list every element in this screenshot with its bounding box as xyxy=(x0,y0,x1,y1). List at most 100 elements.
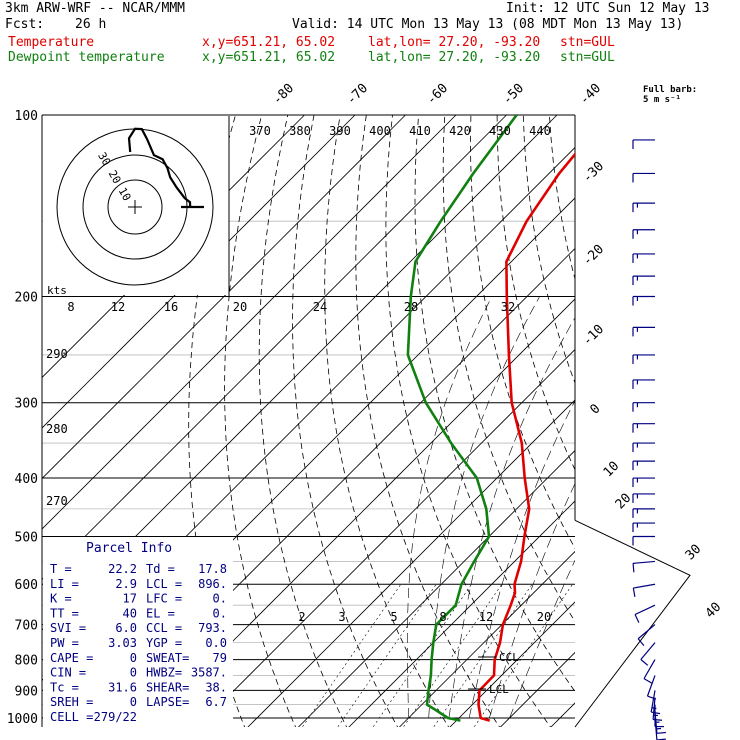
parcel-value: 0.0 xyxy=(205,636,227,650)
parcel-value: 0 xyxy=(130,695,137,709)
parcel-value: 2.9 xyxy=(115,577,137,591)
temperature-trace xyxy=(477,152,575,722)
init-time: Init: 12 UTC Sun 12 May 13 xyxy=(506,1,710,16)
wind-barb xyxy=(632,423,655,433)
parcel-label: EL = xyxy=(146,606,175,620)
wind-barb xyxy=(634,604,656,623)
wind-barb xyxy=(643,659,656,684)
wind-barb xyxy=(632,477,655,488)
hodo-ring-label: 20 xyxy=(106,168,124,186)
parcel-label: Td = xyxy=(146,562,175,576)
dewpoint-latlon: lat,lon= 27.20, -93.20 xyxy=(368,50,541,65)
theta-label: 390 xyxy=(329,124,351,138)
parcel-value: 0 xyxy=(130,651,137,665)
wind-barb xyxy=(632,354,655,364)
parcel-info-title: Parcel Info xyxy=(86,541,172,556)
parcel-label: SWEAT= xyxy=(146,651,189,665)
wind-barb xyxy=(632,229,655,239)
mixing-ratio-label: 8 xyxy=(439,610,446,624)
parcel-label: YGP = xyxy=(146,636,182,650)
isotherm-label: -50 xyxy=(500,81,527,108)
wind-barb xyxy=(632,442,655,453)
wind-barb xyxy=(640,642,656,666)
parcel-value: 31.6 xyxy=(108,680,137,694)
parcel-label: LI = xyxy=(50,577,79,591)
forecast-hours: 26 h xyxy=(75,17,107,32)
hodo-speed-label: 8 xyxy=(67,300,74,314)
parcel-value: 3587. xyxy=(191,666,227,680)
isotherm-label: -20 xyxy=(580,242,607,269)
parcel-value: 0 xyxy=(130,666,137,680)
mixing-ratio-label: 3 xyxy=(338,610,345,624)
theta-label: 420 xyxy=(449,124,471,138)
isotherm-label: -80 xyxy=(270,81,297,108)
hodo-unit: kts xyxy=(47,284,67,297)
theta-label: 430 xyxy=(489,124,511,138)
parcel-value: 17 xyxy=(123,592,137,606)
theta-label: 270 xyxy=(46,494,68,508)
parcel-value: 0. xyxy=(213,592,227,606)
pressure-tick-800: 800 xyxy=(15,654,38,669)
mixing-ratio-label: 5 xyxy=(390,610,397,624)
hodo-speed-label: 12 xyxy=(111,300,125,314)
wind-barb xyxy=(632,460,655,471)
wind-barb xyxy=(632,326,655,337)
forecast-label: Fcst: xyxy=(5,17,45,32)
parcel-value: 6.0 xyxy=(115,621,137,635)
parcel-value: 3.03 xyxy=(108,636,137,650)
grid-lines xyxy=(42,115,575,727)
wind-barb xyxy=(632,402,655,412)
wind-barb xyxy=(632,295,655,306)
dewpoint-xy: x,y=651.21, 65.02 xyxy=(202,50,336,65)
isotherm-label: 40 xyxy=(703,600,725,622)
ccl-marker: CCL xyxy=(499,651,519,664)
isotherm-label: 20 xyxy=(613,491,635,513)
lcl-ccl-markers: CCL LCL xyxy=(468,651,519,696)
pressure-tick-100: 100 xyxy=(15,109,38,124)
isotherm-label: -10 xyxy=(580,322,607,349)
theta-label: 380 xyxy=(289,124,311,138)
dewpoint-trace xyxy=(406,115,518,722)
pressure-tick-900: 900 xyxy=(15,684,38,699)
temperature-xy: x,y=651.21, 65.02 xyxy=(202,35,336,50)
parcel-label: LCL = xyxy=(146,577,182,591)
theta-label: 280 xyxy=(46,422,68,436)
dewpoint-legend: Dewpoint temperature xyxy=(8,50,165,65)
pressure-tick-700: 700 xyxy=(15,619,38,634)
hodo-speed-label: 20 xyxy=(233,300,247,314)
theta-label: 370 xyxy=(249,124,271,138)
temperature-latlon: lat,lon= 27.20, -93.20 xyxy=(368,35,541,50)
hodo-ring xyxy=(107,179,163,235)
parcel-label: LFC = xyxy=(146,592,182,606)
parcel-label: CCL = xyxy=(146,621,182,635)
parcel-label: PW = xyxy=(50,636,79,650)
theta-label: 400 xyxy=(369,124,391,138)
pressure-tick-400: 400 xyxy=(15,472,38,487)
parcel-label: CELL = xyxy=(50,710,93,724)
parcel-value: 793. xyxy=(198,621,227,635)
wind-barb xyxy=(632,493,655,503)
parcel-value: 22.2 xyxy=(108,562,137,576)
wind-barb xyxy=(632,560,656,573)
wind-barb xyxy=(632,172,655,183)
barb-legend-title: Full barb: xyxy=(643,85,697,95)
wind-barb xyxy=(632,522,655,533)
isotherm-label: -30 xyxy=(580,159,607,186)
model-title: 3km ARW-WRF -- NCAR/MMM xyxy=(5,1,186,16)
wind-barb xyxy=(646,675,657,700)
hodo-speed-label: 28 xyxy=(404,300,418,314)
wind-barb xyxy=(632,253,655,263)
parcel-label: TT = xyxy=(50,606,79,620)
mixing-ratio-label: 20 xyxy=(537,610,551,624)
isotherm-label: -70 xyxy=(344,81,371,108)
valid-time: Valid: 14 UTC Mon 13 May 13 (08 MDT Mon … xyxy=(292,17,684,32)
dewpoint-station: stn=GUL xyxy=(560,50,615,65)
isotherm-label: -40 xyxy=(577,81,604,108)
parcel-value: 0. xyxy=(213,606,227,620)
theta-label: 410 xyxy=(409,124,431,138)
wind-barb xyxy=(632,508,655,518)
hodo-speed-label: 24 xyxy=(313,300,327,314)
